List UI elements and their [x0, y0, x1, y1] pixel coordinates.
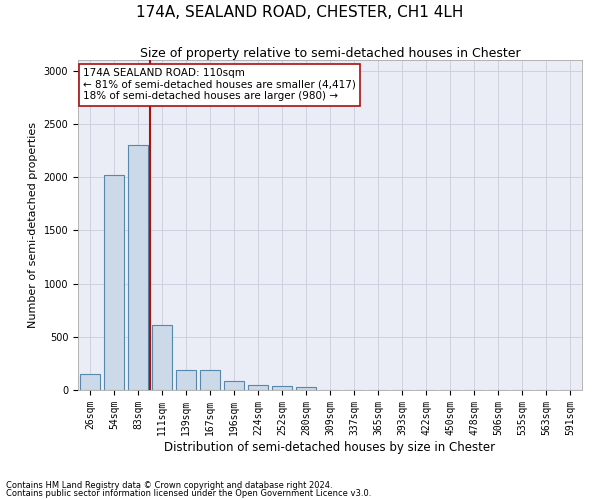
Bar: [224, 382, 244, 390]
Text: Contains public sector information licensed under the Open Government Licence v3: Contains public sector information licen…: [6, 488, 371, 498]
Y-axis label: Number of semi-detached properties: Number of semi-detached properties: [28, 122, 38, 328]
Bar: [80, 374, 100, 390]
X-axis label: Distribution of semi-detached houses by size in Chester: Distribution of semi-detached houses by …: [164, 440, 496, 454]
Text: Contains HM Land Registry data © Crown copyright and database right 2024.: Contains HM Land Registry data © Crown c…: [6, 481, 332, 490]
Title: Size of property relative to semi-detached houses in Chester: Size of property relative to semi-detach…: [140, 47, 520, 60]
Bar: [104, 175, 124, 390]
Bar: [248, 385, 268, 390]
Bar: [200, 370, 220, 390]
Text: 174A, SEALAND ROAD, CHESTER, CH1 4LH: 174A, SEALAND ROAD, CHESTER, CH1 4LH: [136, 5, 464, 20]
Bar: [176, 370, 196, 390]
Bar: [296, 387, 316, 390]
Bar: [152, 325, 172, 390]
Text: 174A SEALAND ROAD: 110sqm
← 81% of semi-detached houses are smaller (4,417)
18% : 174A SEALAND ROAD: 110sqm ← 81% of semi-…: [83, 68, 356, 102]
Bar: [128, 145, 148, 390]
Bar: [272, 386, 292, 390]
